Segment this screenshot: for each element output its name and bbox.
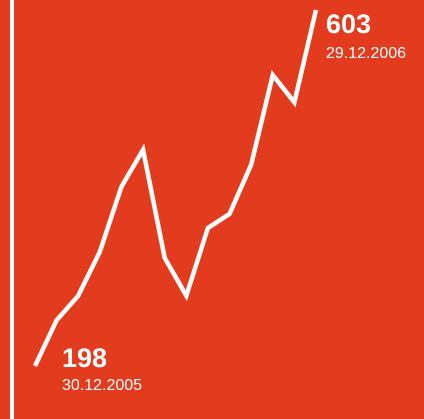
end-value-label: 603	[326, 9, 371, 39]
start-date-label: 30.12.2005	[62, 377, 142, 394]
start-value-label: 198	[62, 343, 107, 373]
end-date-label: 29.12.2006	[326, 45, 406, 62]
line	[32, 9, 319, 367]
